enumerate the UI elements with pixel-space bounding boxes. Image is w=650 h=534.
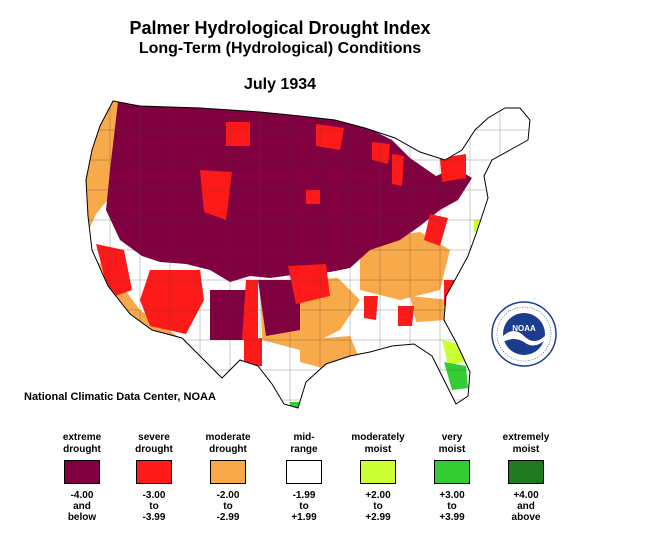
legend-swatch	[434, 460, 470, 484]
legend-label: extreme drought	[62, 432, 102, 455]
legend-item: extremely moist +4.00 and above	[484, 428, 568, 523]
legend-item: moderate drought -2.00 to -2.99	[186, 428, 270, 523]
legend-label: moderately moist	[351, 432, 405, 455]
legend-item: mid-range -1.99 to +1.99	[262, 428, 346, 523]
legend-item: severe drought -3.00 to -3.99	[112, 428, 196, 523]
legend-swatch	[136, 460, 172, 484]
legend-range: -1.99 to +1.99	[291, 490, 317, 523]
legend-label: severe drought	[135, 432, 173, 455]
us-drought-map	[85, 100, 531, 409]
legend-item: extreme drought -4.00 and below	[40, 428, 124, 523]
us-outline	[85, 100, 531, 409]
map-title: Palmer Hydrological Drought Index	[129, 18, 431, 38]
legend-range: +2.00 to +2.99	[365, 490, 391, 523]
legend-range: +4.00 and above	[511, 490, 541, 523]
legend-swatch	[508, 460, 544, 484]
legend-range: -2.00 to -2.99	[216, 490, 240, 523]
noaa-logo-text: NOAA	[512, 324, 536, 333]
legend-item: very moist +3.00 to +3.99	[410, 428, 494, 523]
legend-label: very moist	[438, 432, 466, 455]
legend-swatch	[64, 460, 100, 484]
credit-text: National Climatic Data Center, NOAA	[24, 391, 216, 403]
map-subtitle: Long-Term (Hydrological) Conditions	[138, 40, 422, 57]
legend-label: moderate drought	[205, 432, 251, 455]
legend-label: mid-range	[290, 432, 318, 455]
legend-label: extremely moist	[502, 432, 550, 455]
map-period: July 1934	[243, 76, 317, 93]
legend-item: moderately moist +2.00 to +2.99	[336, 428, 420, 523]
legend-range: +3.00 to +3.99	[439, 490, 465, 523]
legend-range: -4.00 and below	[67, 490, 97, 523]
state-climate-divisions	[86, 101, 530, 408]
legend-swatch	[360, 460, 396, 484]
noaa-logo: NOAA	[491, 301, 557, 367]
legend-swatch	[286, 460, 322, 484]
legend-range: -3.00 to -3.99	[142, 490, 166, 523]
legend-swatch	[210, 460, 246, 484]
